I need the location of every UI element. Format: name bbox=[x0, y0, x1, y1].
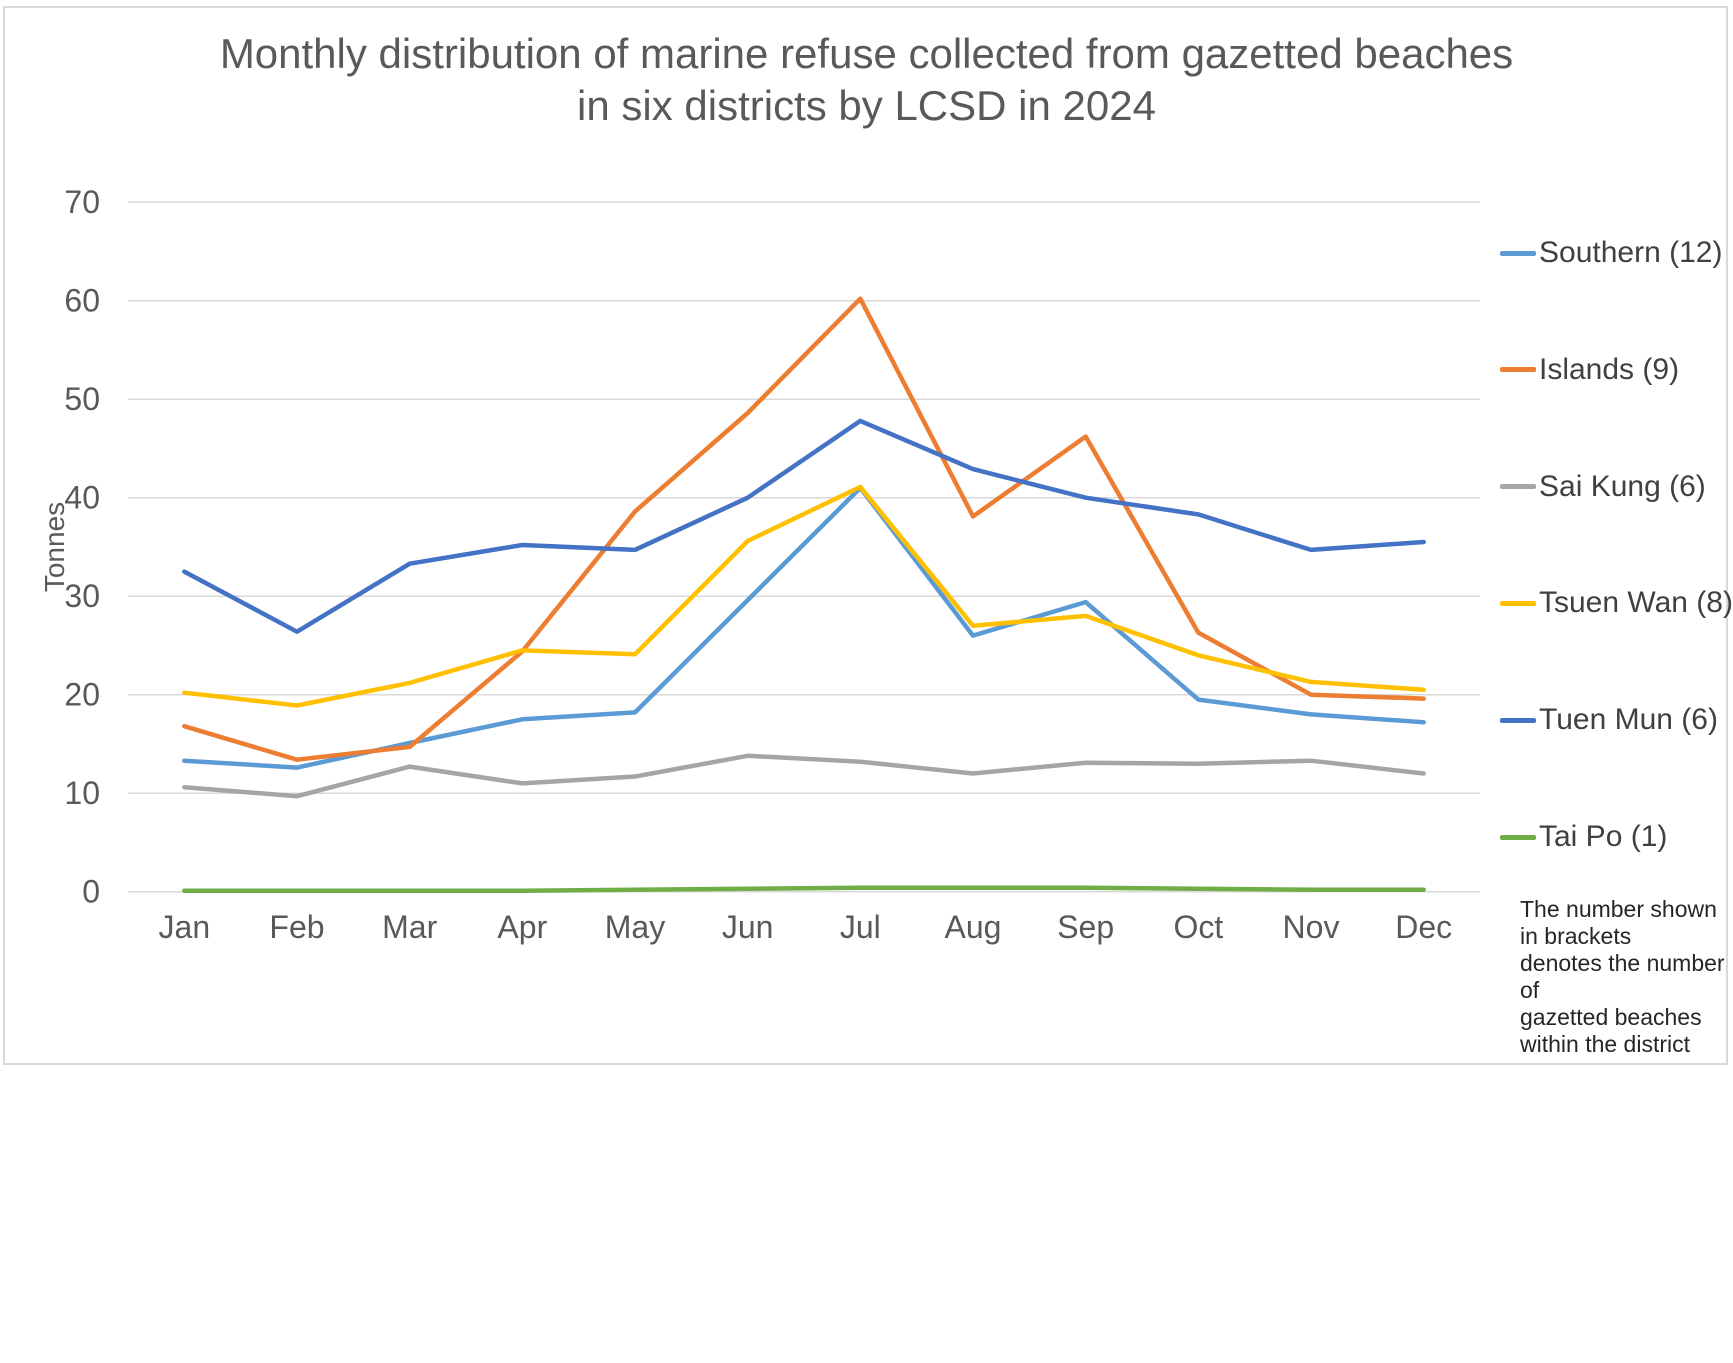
x-tick-label-jan: Jan bbox=[159, 909, 211, 945]
series-line-islands bbox=[182, 296, 1426, 762]
note-line: The number shown bbox=[1520, 896, 1717, 922]
chart-title: Monthly distribution of marine refuse co… bbox=[0, 28, 1733, 132]
series-line-southern bbox=[182, 485, 1426, 770]
legend-label: Tsuen Wan (8) bbox=[1539, 586, 1733, 620]
series-line-tsuen-wan bbox=[182, 484, 1426, 708]
x-tick-label-feb: Feb bbox=[269, 909, 324, 945]
legend-marker-icon bbox=[1500, 834, 1536, 840]
legend-marker-icon bbox=[1500, 367, 1536, 373]
legend-item-tsuen-wan: Tsuen Wan (8) bbox=[1500, 582, 1733, 624]
x-tick-label-jun: Jun bbox=[722, 909, 774, 945]
note-line: gazetted beaches bbox=[1520, 1004, 1702, 1030]
legend-label: Southern (12) bbox=[1539, 236, 1723, 269]
legend-item-tai-po: Tai Po (1) bbox=[1500, 816, 1667, 858]
y-tick-label-30: 30 bbox=[64, 578, 100, 614]
legend-note: The number shown in brackets denotes the n… bbox=[1520, 896, 1733, 1058]
legend-label: Tai Po (1) bbox=[1539, 820, 1668, 853]
note-line: denotes the number of bbox=[1520, 950, 1725, 1003]
y-tick-label-40: 40 bbox=[64, 480, 100, 516]
x-tick-label-oct: Oct bbox=[1173, 909, 1223, 945]
chart-title-line-2: in six districts by LCSD in 2024 bbox=[577, 82, 1156, 129]
x-tick-label-may: May bbox=[605, 909, 665, 945]
y-tick-label-70: 70 bbox=[64, 184, 100, 220]
legend-marker-icon bbox=[1500, 250, 1536, 256]
legend-item-tuen-mun: Tuen Mun (6) bbox=[1500, 699, 1718, 741]
legend-marker-icon bbox=[1500, 484, 1536, 490]
legend-item-southern: Southern (12) bbox=[1500, 232, 1722, 274]
x-tick-label-apr: Apr bbox=[497, 909, 547, 945]
x-tick-label-nov: Nov bbox=[1283, 909, 1340, 945]
chart-title-line-1: Monthly distribution of marine refuse co… bbox=[219, 30, 1514, 77]
legend-marker-icon bbox=[1500, 717, 1536, 723]
series-line-tai-po bbox=[182, 885, 1426, 893]
series-line-tuen-mun bbox=[182, 418, 1426, 634]
y-tick-label-10: 10 bbox=[64, 775, 100, 811]
x-tick-label-dec: Dec bbox=[1395, 909, 1452, 945]
x-tick-label-jul: Jul bbox=[840, 909, 881, 945]
x-tick-label-mar: Mar bbox=[382, 909, 437, 945]
legend-item-sai-kung: Sai Kung (6) bbox=[1500, 466, 1706, 508]
y-tick-label-0: 0 bbox=[82, 874, 100, 910]
x-tick-label-sep: Sep bbox=[1057, 909, 1114, 945]
series-line-sai-kung bbox=[182, 753, 1426, 799]
y-tick-label-50: 50 bbox=[64, 381, 100, 417]
legend-item-islands: Islands (9) bbox=[1500, 349, 1679, 391]
x-tick-label-aug: Aug bbox=[945, 909, 1002, 945]
note-line: within the district bbox=[1520, 1031, 1691, 1057]
y-tick-label-60: 60 bbox=[64, 283, 100, 319]
legend-label: Sai Kung (6) bbox=[1539, 469, 1706, 503]
note-line: in brackets bbox=[1520, 923, 1632, 949]
legend-label: Islands (9) bbox=[1539, 352, 1680, 386]
y-tick-label-20: 20 bbox=[64, 677, 100, 713]
legend-label: Tuen Mun (6) bbox=[1539, 703, 1718, 737]
legend-marker-icon bbox=[1500, 600, 1536, 606]
